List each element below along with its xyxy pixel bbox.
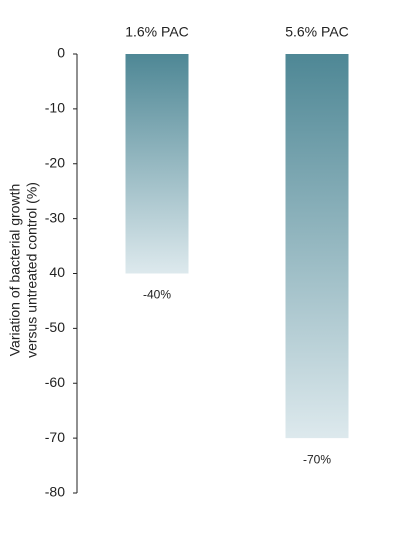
- y-axis-label: Variation of bacterial growth versus unt…: [7, 182, 40, 358]
- y-tick-label: -10: [45, 100, 65, 116]
- value-label: -40%: [143, 288, 171, 302]
- y-tick-label: 0: [57, 45, 65, 61]
- y-tick-label: -60: [45, 374, 65, 390]
- y-axis-label-line: versus untreated control (%): [24, 182, 40, 358]
- y-tick-label: 40: [49, 264, 65, 280]
- category-label: 1.6% PAC: [125, 24, 189, 40]
- y-tick-label: -20: [45, 154, 65, 170]
- bar: [285, 54, 349, 439]
- category-label: 5.6% PAC: [285, 24, 349, 40]
- y-tick-label: -50: [45, 319, 65, 335]
- y-axis-label-line: Variation of bacterial growth: [7, 184, 23, 357]
- bar: [125, 54, 189, 274]
- y-tick-label: -80: [45, 484, 65, 500]
- y-tick-label: -30: [45, 209, 65, 225]
- y-tick-label: -70: [45, 429, 65, 445]
- value-label: -70%: [303, 452, 331, 466]
